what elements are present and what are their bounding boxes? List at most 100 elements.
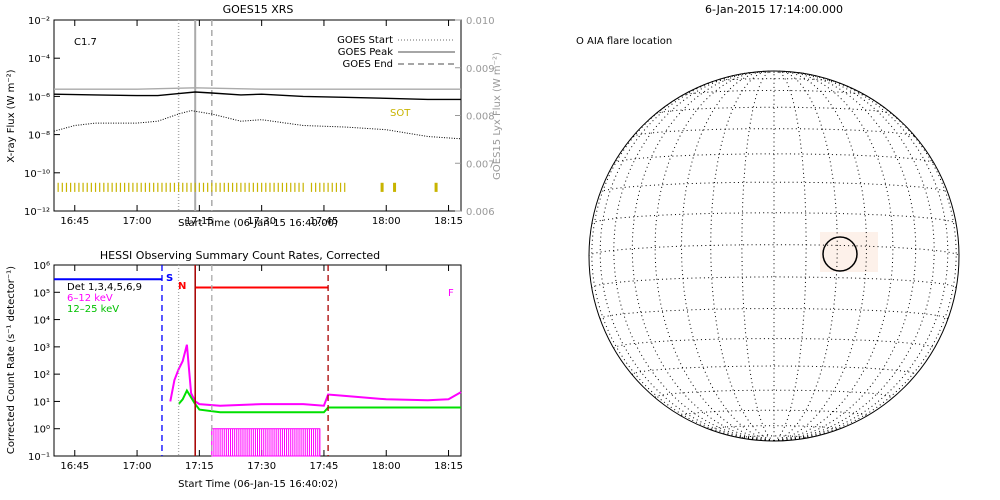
longitude-line bbox=[773, 70, 807, 442]
goes-y-tick-label: 10⁻⁴ bbox=[28, 54, 50, 65]
hessi-legend-low: 6–12 keV bbox=[67, 293, 113, 304]
hessi-title: HESSI Observing Summary Count Rates, Cor… bbox=[100, 249, 380, 262]
disk-legend: O AIA flare location bbox=[576, 36, 672, 47]
longitude-line bbox=[631, 71, 775, 442]
goes-x-tick-label: 16:45 bbox=[60, 216, 89, 227]
hessi-x-label: Start Time (06-Jan-15 16:40:02) bbox=[178, 479, 338, 490]
goes-series bbox=[53, 87, 462, 140]
goes-y-tick-label: 10⁻¹² bbox=[24, 207, 50, 218]
hessi-panel: HESSI Observing Summary Count Rates, Cor… bbox=[6, 249, 463, 490]
goes-panel: GOES15 XRS 10⁻² 10⁻⁴ 10⁻⁶ 10⁻⁸ 10⁻¹⁰ 10⁻¹² 0.… bbox=[6, 3, 503, 229]
longitude-line bbox=[773, 74, 949, 442]
goes-sot-bar bbox=[393, 182, 397, 192]
latitude-line bbox=[613, 153, 935, 164]
goes-x-tick-label: 18:15 bbox=[434, 216, 463, 227]
hessi-y-tick-label: 10⁶ bbox=[33, 261, 50, 272]
hessi-legend-det: Det 1,3,4,5,6,9 bbox=[67, 282, 142, 293]
goes-title: GOES15 XRS bbox=[223, 3, 294, 16]
longitude-line bbox=[654, 71, 775, 442]
latitude-line bbox=[741, 435, 807, 439]
hessi-marker-s: S bbox=[166, 273, 173, 284]
goes-series-short bbox=[53, 110, 462, 140]
hessi-y-tick-label: 10² bbox=[33, 370, 50, 381]
hessi-x-tick-label: 17:00 bbox=[123, 461, 152, 472]
hessi-plot-frame bbox=[53, 264, 462, 457]
goes-y2-tick-label: 0.008 bbox=[466, 112, 495, 123]
hessi-y-tick-label: 10⁴ bbox=[33, 316, 50, 327]
latitude-line bbox=[744, 71, 804, 74]
hessi-series bbox=[169, 344, 462, 414]
goes-y2-tick-label: 0.010 bbox=[466, 16, 495, 27]
hessi-y-tick-label: 10¹ bbox=[33, 397, 50, 408]
goes-event-lines bbox=[177, 20, 213, 211]
goes-legend-start: GOES Start bbox=[337, 35, 393, 46]
goes-y2-tick-label: 0.007 bbox=[466, 159, 495, 170]
hessi-x-tick-label: 17:30 bbox=[247, 461, 276, 472]
hessi-legend-high: 12–25 keV bbox=[67, 304, 119, 315]
flare-region-patch bbox=[820, 232, 878, 272]
goes-x-tick-label: 17:45 bbox=[310, 216, 339, 227]
goes-y-tick-label: 10⁻² bbox=[28, 16, 50, 27]
hessi-x-tick-label: 17:45 bbox=[310, 461, 339, 472]
goes-x-tick-label: 18:00 bbox=[372, 216, 401, 227]
goes-y-tick-label: 10⁻⁶ bbox=[28, 92, 50, 103]
disk-title: 6-Jan-2015 17:14:00.000 bbox=[705, 3, 843, 16]
goes-sot-label: SOT bbox=[390, 108, 411, 119]
latitude-line bbox=[599, 181, 949, 193]
hessi-y-tick-label: 10⁰ bbox=[33, 425, 50, 436]
goes-y-tick-label: 10⁻⁸ bbox=[28, 131, 50, 142]
hessi-series-12-25-keV bbox=[177, 388, 461, 414]
hessi-x-tick-label: 17:15 bbox=[185, 461, 214, 472]
goes-x-tick-label: 17:30 bbox=[247, 216, 276, 227]
goes-legend-end: GOES End bbox=[343, 59, 393, 70]
hessi-y-tick-label: 10⁵ bbox=[33, 288, 50, 299]
solar-grid bbox=[588, 70, 960, 442]
hessi-event-lines bbox=[161, 265, 329, 456]
hessi-x-tick-label: 16:45 bbox=[60, 461, 89, 472]
hessi-x-axis: 16:45 17:00 17:15 17:30 17:45 18:00 18:15 bbox=[60, 265, 463, 472]
goes-flare-class: C1.7 bbox=[74, 37, 97, 48]
goes-y2-axis: 0.010 0.009 0.008 0.007 0.006 bbox=[455, 16, 495, 218]
goes-series-long bbox=[53, 91, 461, 101]
goes-legend-peak: GOES Peak bbox=[338, 47, 393, 58]
solar-disk-panel: 6-Jan-2015 17:14:00.000 O AIA flare loca… bbox=[576, 3, 960, 442]
hessi-attenuator-block bbox=[211, 428, 321, 457]
longitude-line bbox=[591, 81, 775, 442]
goes-x-tick-label: 17:15 bbox=[185, 216, 214, 227]
hessi-y-axis: 10⁶ 10⁵ 10⁴ 10³ 10² 10¹ 10⁰ 10⁻¹ bbox=[28, 261, 60, 463]
hessi-y-label: Corrected Count Rate (s⁻¹ detector⁻¹) bbox=[6, 266, 17, 454]
goes-x-tick-label: 17:00 bbox=[123, 216, 152, 227]
goes-y2-tick-label: 0.009 bbox=[466, 64, 495, 75]
hessi-series-6-12-keV bbox=[169, 344, 462, 407]
latitude-line bbox=[591, 276, 957, 289]
latitude-line bbox=[631, 365, 917, 375]
goes-y2-label: GOES15 Lyx Flux (W m⁻²) bbox=[492, 52, 503, 180]
goes-sot-bars bbox=[57, 182, 438, 192]
flare-location-marker bbox=[822, 236, 858, 272]
hessi-y-tick-label: 10⁻¹ bbox=[28, 452, 50, 463]
latitude-line bbox=[710, 425, 838, 430]
goes-y-axis: 10⁻² 10⁻⁴ 10⁻⁶ 10⁻⁸ 10⁻¹⁰ 10⁻¹² bbox=[24, 16, 60, 218]
longitude-line bbox=[773, 81, 957, 442]
hessi-marker-f: F bbox=[448, 288, 454, 299]
goes-x-axis: 16:45 17:00 17:15 17:30 17:45 18:00 18:15 bbox=[60, 20, 463, 227]
goes-y2-tick-label: 0.006 bbox=[466, 207, 495, 218]
solar-limb bbox=[588, 70, 960, 442]
longitude-line bbox=[599, 74, 775, 442]
hessi-x-tick-label: 18:15 bbox=[434, 461, 463, 472]
goes-sot-bar bbox=[434, 182, 438, 192]
goes-y-label: X-ray Flux (W m⁻²) bbox=[6, 69, 17, 162]
hessi-marker-n: N bbox=[178, 281, 186, 292]
longitude-line bbox=[741, 70, 775, 442]
goes-series-Lyx bbox=[54, 87, 461, 90]
goes-x-label: Start Time (06-Jan-15 16:40:00) bbox=[178, 218, 338, 229]
latitude-line bbox=[588, 244, 960, 257]
hessi-spans bbox=[54, 278, 329, 289]
latitude-line bbox=[681, 409, 867, 417]
longitude-line bbox=[680, 70, 775, 442]
hessi-x-tick-label: 18:00 bbox=[372, 461, 401, 472]
latitude-line bbox=[632, 128, 916, 138]
hessi-y-tick-label: 10³ bbox=[33, 343, 50, 354]
goes-sot-bar bbox=[380, 182, 384, 192]
